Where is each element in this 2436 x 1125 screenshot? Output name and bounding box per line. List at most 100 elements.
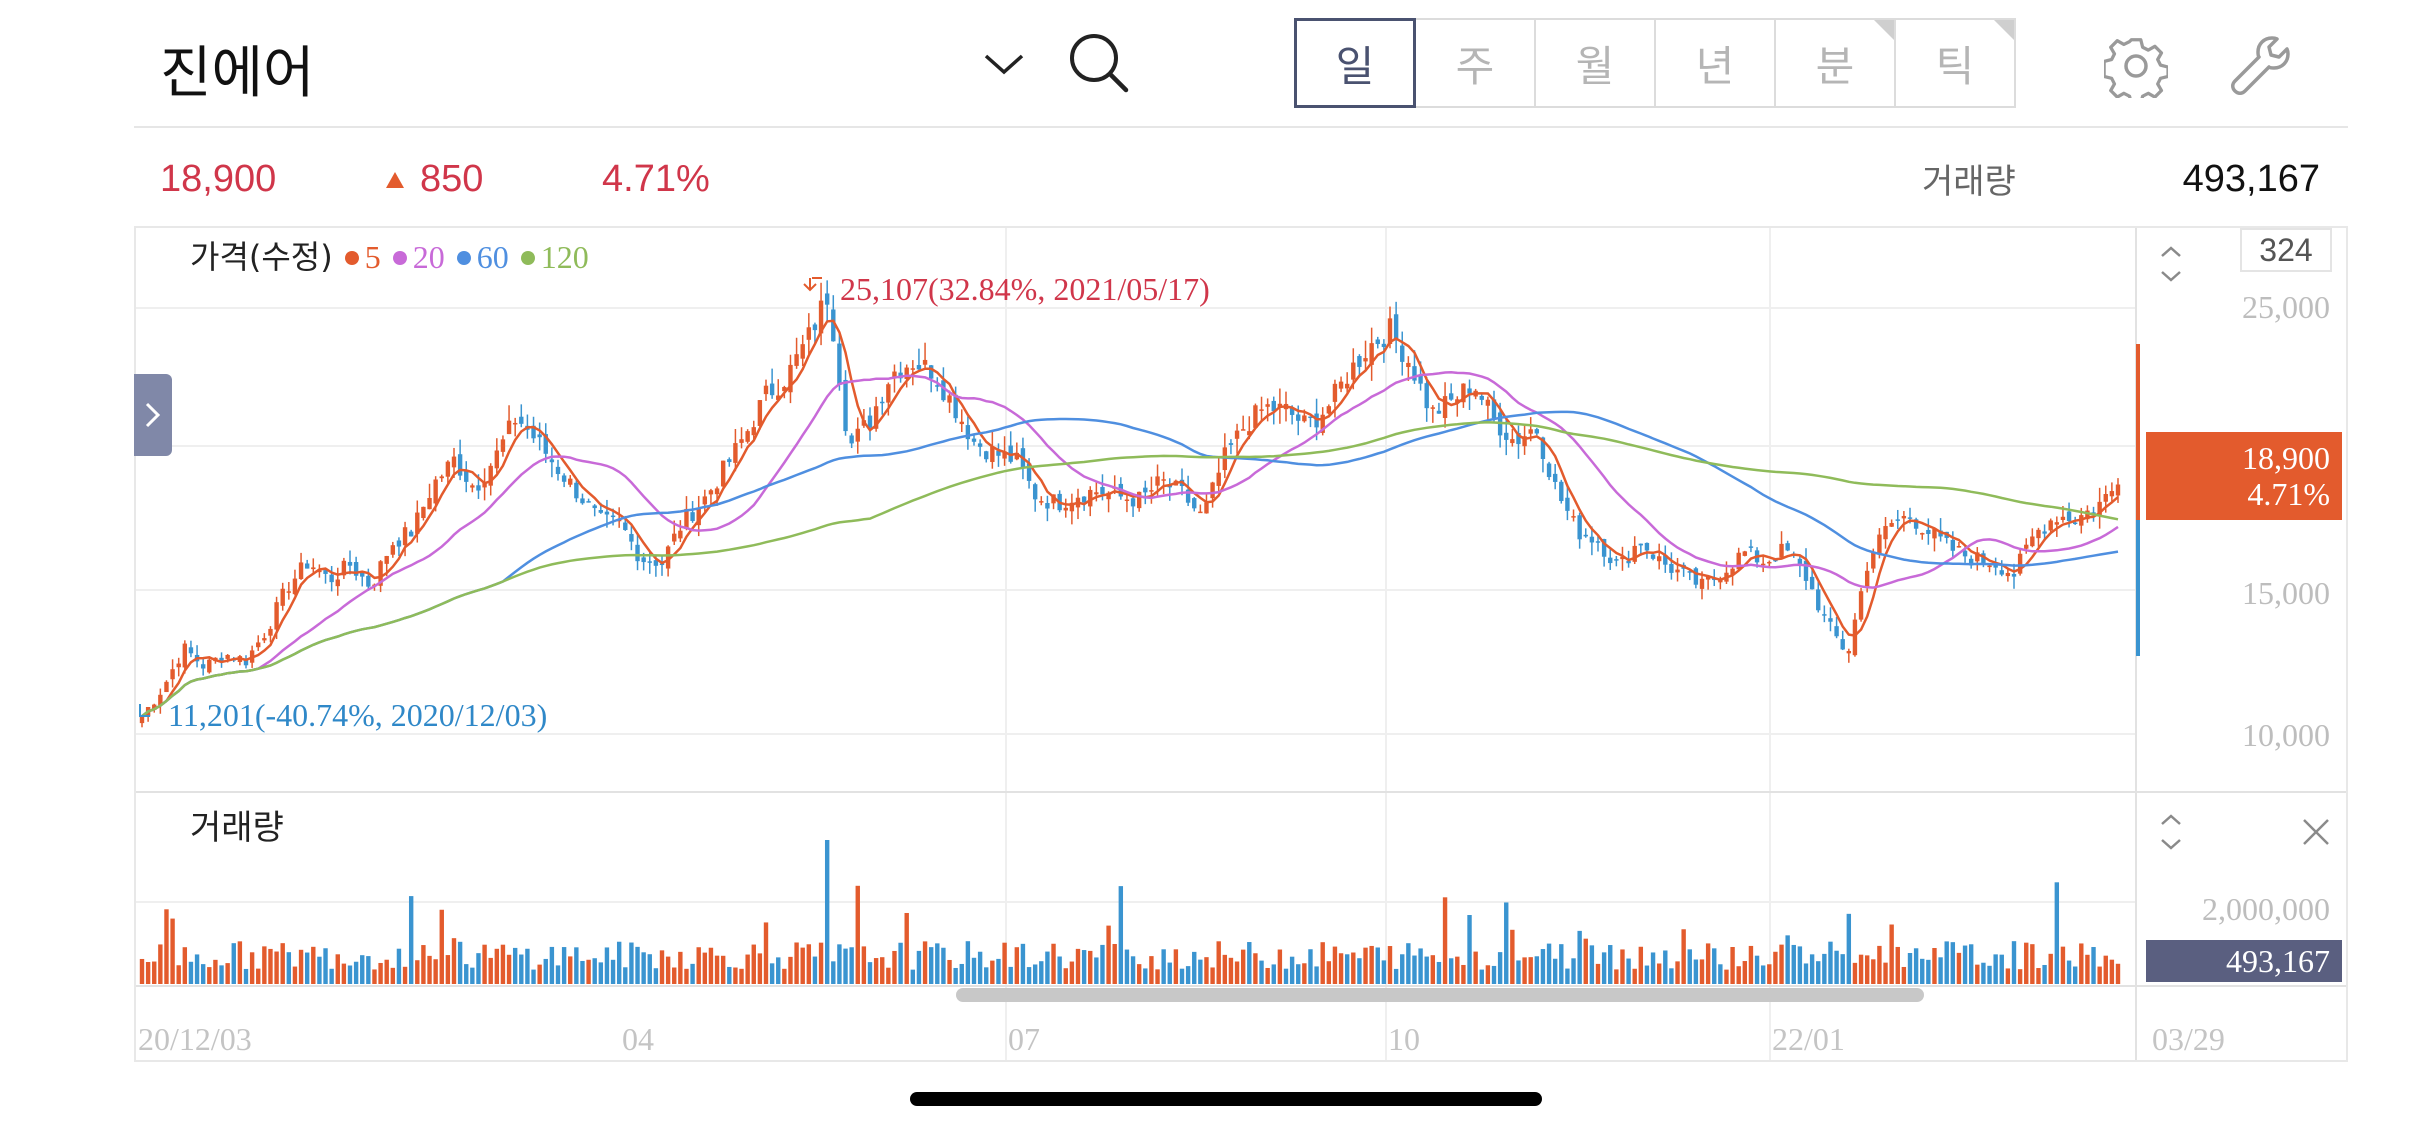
candlestick — [1210, 481, 1215, 508]
candlestick — [1797, 555, 1803, 578]
candlestick — [837, 333, 842, 391]
period-tab[interactable]: 분 — [1774, 18, 1896, 108]
volume-bar — [1271, 964, 1276, 984]
period-tab-label: 틱 — [1935, 41, 1975, 91]
candlestick — [1344, 372, 1350, 394]
close-icon[interactable] — [2296, 812, 2336, 852]
volume-bar — [1320, 942, 1325, 984]
home-indicator[interactable] — [910, 1092, 1542, 1106]
volume-bar — [965, 941, 971, 984]
volume-bar — [996, 958, 1001, 984]
volume-bar — [519, 954, 524, 984]
volume-bar — [360, 955, 365, 984]
y-tick-label: 15,000 — [2242, 575, 2330, 611]
wrench-icon[interactable] — [2228, 32, 2296, 100]
volume-bar — [1118, 886, 1124, 984]
candlestick — [1858, 588, 1864, 622]
candlestick — [812, 322, 818, 344]
volume-bar — [1240, 949, 1246, 984]
period-tab[interactable]: 년 — [1654, 18, 1776, 108]
volume-bar — [977, 951, 983, 984]
volume-bar — [512, 947, 518, 984]
candlestick — [1663, 545, 1668, 573]
candlestick — [1656, 543, 1662, 570]
candlestick — [1253, 403, 1258, 429]
expand-collapse-icon[interactable] — [2156, 240, 2186, 288]
volume-bar — [1051, 943, 1056, 984]
volume-bar — [304, 952, 310, 984]
expand-collapse-icon[interactable] — [2156, 808, 2186, 856]
candlestick — [1987, 564, 1992, 573]
volume-bar — [1546, 943, 1552, 984]
candlestick — [1993, 557, 1998, 576]
chart-scrollbar[interactable] — [956, 988, 1924, 1002]
volume-bar — [231, 943, 236, 984]
candlestick — [1045, 495, 1050, 522]
candlestick — [800, 334, 805, 366]
gear-icon[interactable] — [2104, 34, 2168, 98]
volume-bar — [971, 957, 977, 984]
candlestick — [1167, 478, 1172, 501]
volume-bar — [1938, 957, 1943, 984]
volume-bar — [1920, 958, 1925, 984]
volume-bar — [1467, 915, 1472, 984]
candlestick — [1363, 340, 1368, 370]
candlestick — [262, 633, 267, 644]
candlestick — [1130, 496, 1136, 517]
stock-name[interactable]: 진에어 — [160, 41, 315, 106]
volume-bar — [837, 944, 842, 984]
volume-bar — [1124, 949, 1130, 984]
period-tab[interactable]: 일 — [1294, 18, 1416, 108]
candlestick — [170, 659, 175, 688]
candlestick — [769, 368, 775, 399]
candlestick — [794, 337, 799, 369]
candlestick — [1455, 396, 1460, 417]
volume-bar — [1412, 955, 1417, 984]
candlestick — [457, 439, 463, 481]
volume-bar — [274, 951, 279, 984]
candlestick — [421, 506, 426, 521]
candlestick — [1222, 433, 1228, 479]
volume-bar — [1026, 967, 1032, 984]
candlestick — [1039, 496, 1044, 506]
price-legend: 가격(수정) 5 20 60 120 — [190, 232, 589, 278]
volume-bar — [1809, 954, 1815, 984]
side-panel-toggle[interactable] — [134, 374, 172, 456]
volume-bar — [219, 965, 224, 984]
volume-bar — [1100, 944, 1105, 984]
candlestick — [1779, 531, 1784, 560]
candlestick — [341, 557, 347, 580]
bar-count-box[interactable]: 324 — [2240, 228, 2332, 272]
candlestick — [1901, 511, 1907, 532]
volume-bar — [1247, 942, 1252, 984]
volume-bar — [2060, 946, 2066, 984]
volume-bar — [421, 945, 426, 984]
legend-dot-icon — [392, 251, 407, 265]
period-tab[interactable]: 틱 — [1894, 18, 2016, 108]
candlestick — [243, 655, 249, 669]
volume-bar — [396, 948, 402, 984]
volume-bar — [1944, 941, 1949, 984]
volume-bar — [910, 969, 916, 984]
volume-bar — [470, 967, 475, 984]
chevron-right-icon — [145, 402, 161, 428]
volume-bar — [415, 960, 420, 984]
volume-bar — [1571, 958, 1576, 984]
candlestick — [2017, 549, 2023, 576]
period-tab[interactable]: 주 — [1414, 18, 1536, 108]
volume-bar — [1149, 956, 1154, 984]
volume-bar — [598, 962, 604, 984]
volume-bar — [1210, 967, 1215, 984]
volume-bar — [1528, 957, 1533, 984]
volume-bar — [1760, 965, 1766, 984]
volume-bar — [1314, 966, 1319, 984]
candlestick — [714, 486, 720, 506]
volume-bar — [384, 959, 389, 984]
chevron-down-icon[interactable] — [980, 40, 1028, 88]
volume-bar — [433, 959, 438, 984]
candlestick — [360, 570, 365, 587]
volume-bar — [139, 958, 145, 984]
volume-bar — [457, 941, 463, 984]
search-icon[interactable] — [1062, 28, 1134, 100]
